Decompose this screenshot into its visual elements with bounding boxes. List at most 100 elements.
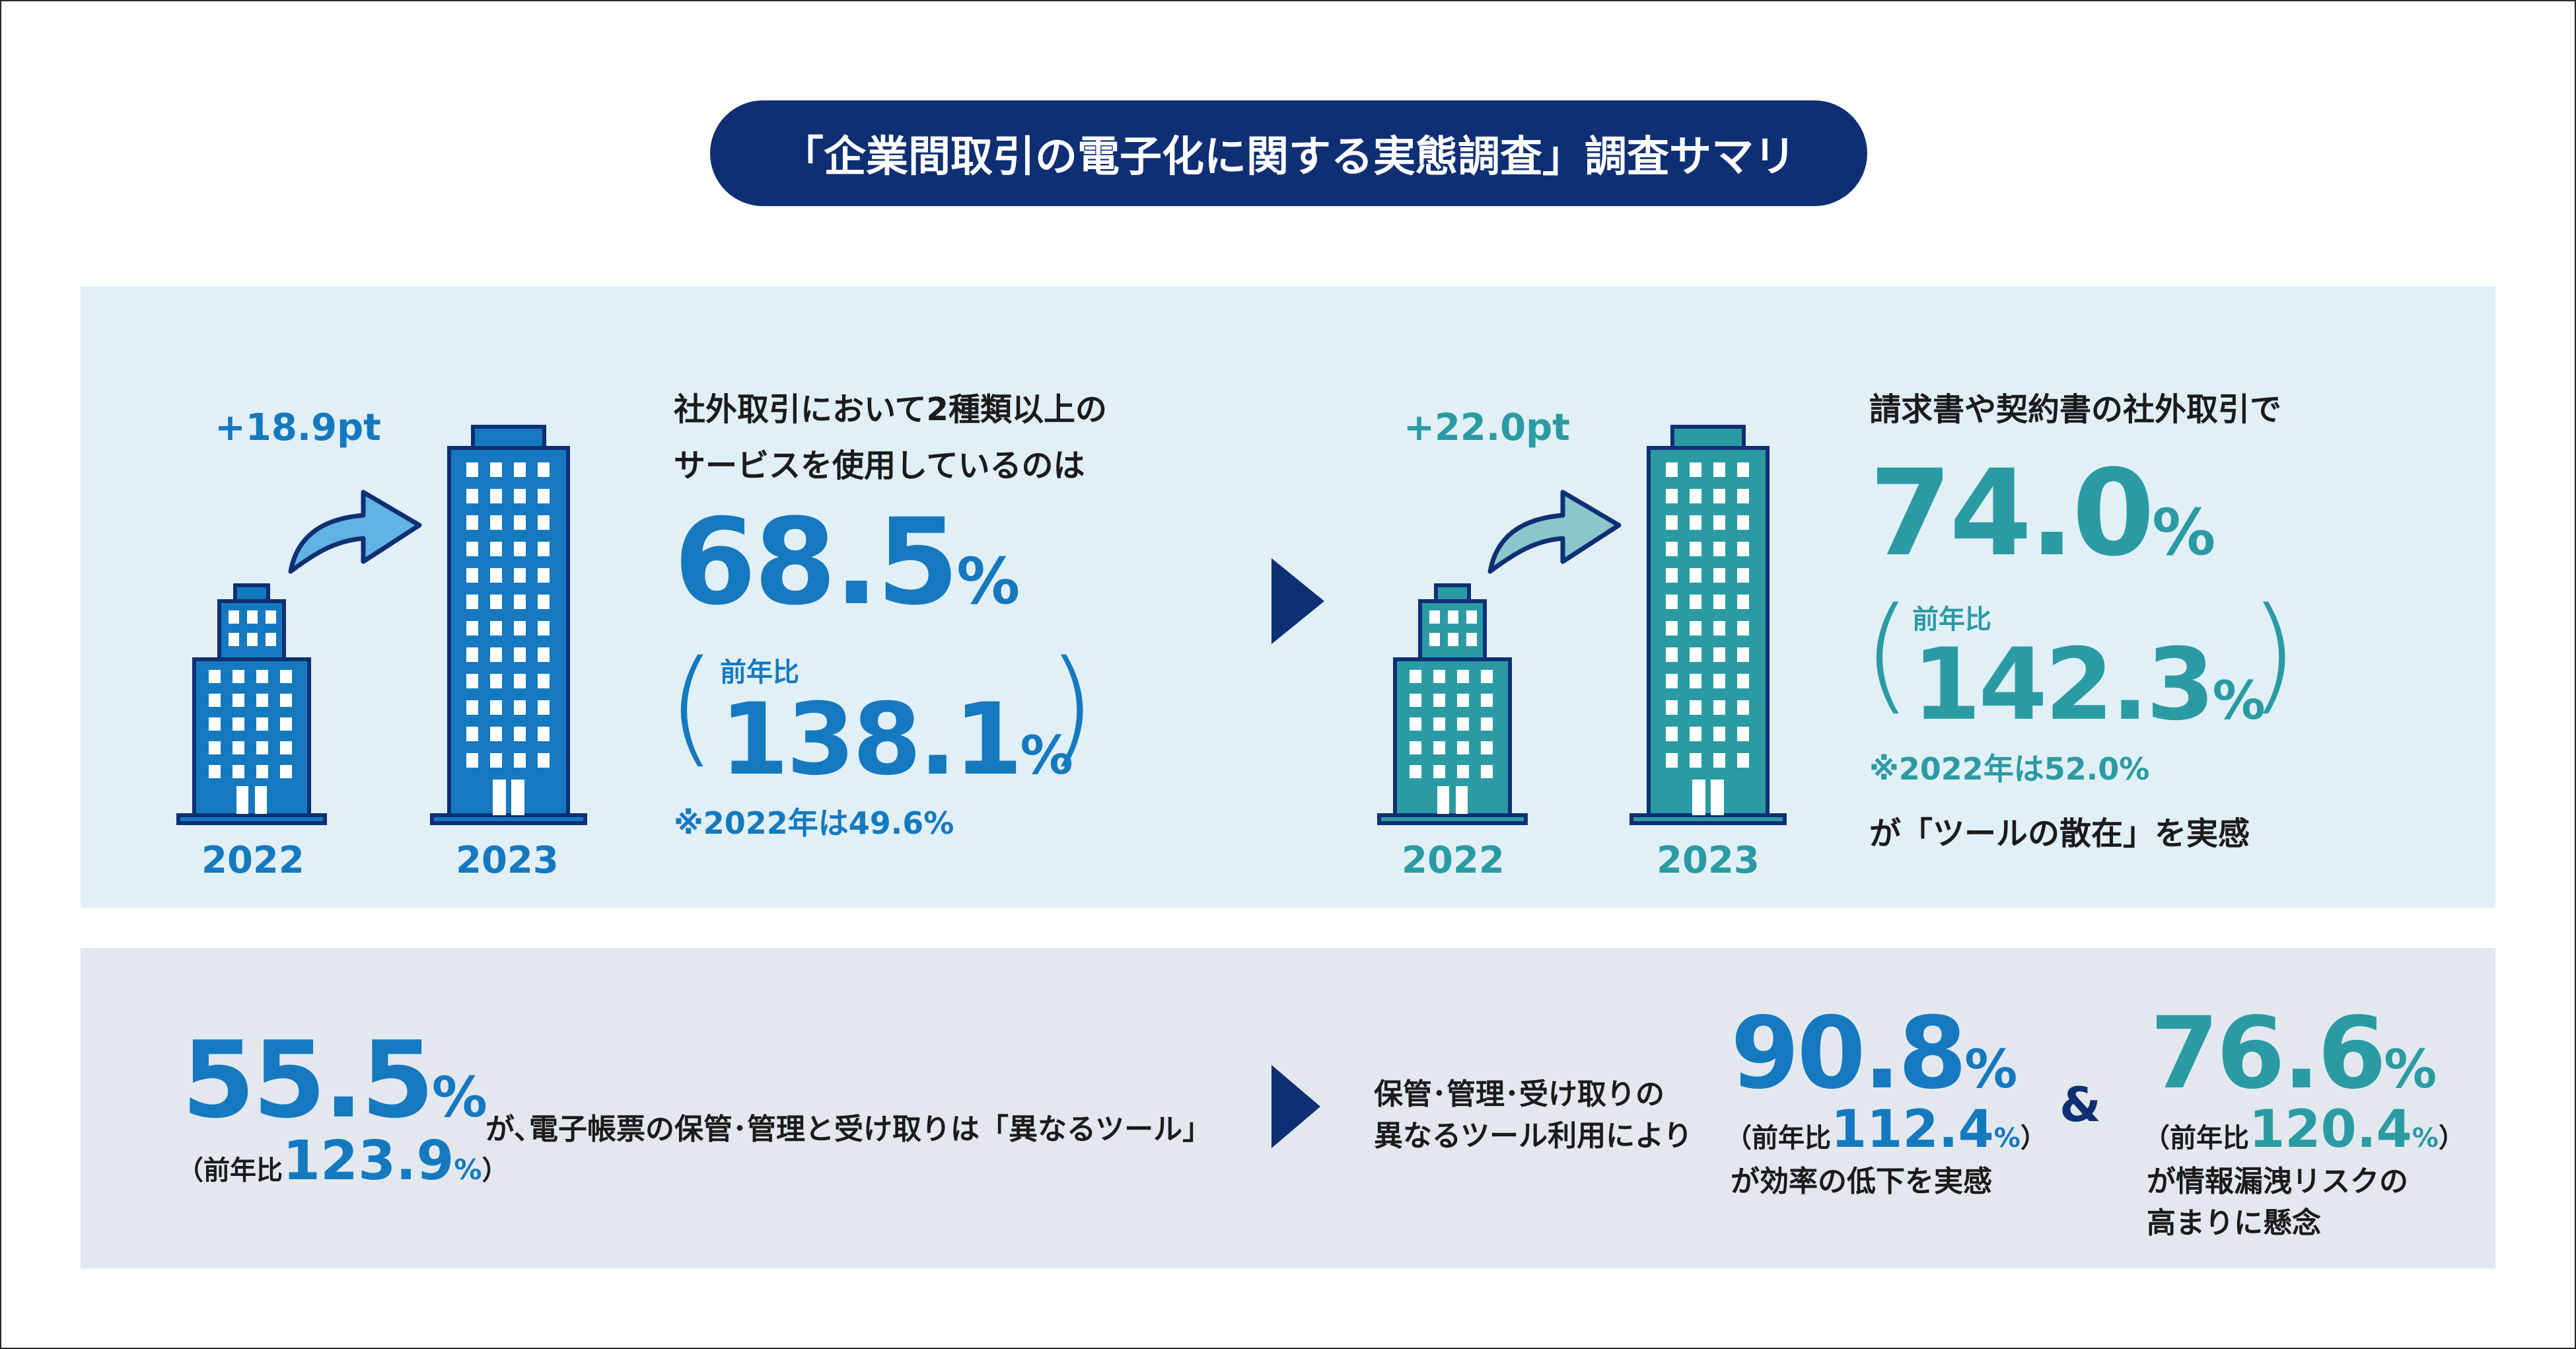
stat2-year-2023: 2023	[1657, 839, 1760, 882]
building-window	[256, 717, 268, 731]
building-window	[466, 700, 478, 715]
building-window	[1713, 595, 1725, 609]
building-window	[236, 786, 248, 814]
building-window	[1481, 741, 1493, 754]
building-window	[247, 633, 258, 646]
ampersand: &	[2059, 1077, 2101, 1132]
building-window	[490, 727, 502, 741]
building-window	[1690, 515, 1701, 530]
building-window	[280, 670, 292, 683]
result1-number: 90.8	[1731, 996, 1967, 1111]
building-window	[1466, 633, 1477, 646]
building-window	[538, 595, 550, 609]
building-window	[233, 670, 244, 683]
building-window	[1690, 700, 1701, 715]
result2-yoy-number: 120.4	[2249, 1100, 2412, 1159]
building-window	[1690, 753, 1701, 768]
building-window	[1457, 670, 1469, 683]
building-window	[514, 621, 526, 636]
building-window	[466, 568, 478, 583]
stat1-yoy-unit: %	[1020, 725, 1073, 786]
building-window	[514, 727, 526, 741]
building-tall-icon	[1629, 425, 1787, 825]
building-window	[247, 610, 258, 624]
building-window	[466, 542, 478, 556]
building-window	[256, 765, 268, 778]
building-window	[1410, 765, 1421, 778]
building-window	[1448, 610, 1458, 624]
building-window	[514, 674, 526, 688]
stat2-yoy-unit: %	[2212, 670, 2265, 731]
building-window	[1690, 568, 1701, 583]
building-window	[490, 647, 502, 662]
page-title: 「企業間取引の電子化に関する実態調査」調査サマリ	[710, 100, 1867, 206]
stat1-pt-change: +18.9pt	[215, 406, 381, 449]
building-window	[1481, 670, 1493, 683]
building-small-icon	[1377, 583, 1528, 825]
building-window	[514, 753, 526, 768]
building-window	[466, 595, 478, 609]
building-window	[466, 621, 478, 636]
stat2-paren-open: (	[1863, 581, 1912, 727]
bottom-stat-yoy-unit: %	[454, 1153, 482, 1186]
building-window	[514, 489, 526, 503]
result1-yoy-number: 112.4	[1831, 1100, 1994, 1159]
building-window	[1692, 780, 1705, 815]
building-window	[1713, 621, 1725, 636]
stat1-yoy-number: 138.1	[720, 682, 1022, 797]
building-window	[1690, 674, 1701, 688]
bottom-stat-yoy-number: 123.9	[283, 1130, 454, 1192]
building-window	[1433, 741, 1445, 754]
building-window	[1711, 780, 1724, 815]
stat2-pt-change: +22.0pt	[1404, 406, 1570, 449]
building-window	[514, 647, 526, 662]
building-window	[490, 700, 502, 715]
building-window	[1448, 633, 1458, 646]
building-window	[1433, 670, 1445, 683]
building-window	[255, 786, 267, 814]
stat1-year-2023: 2023	[456, 839, 559, 882]
stat2-value-number: 74.0	[1869, 445, 2155, 583]
building-window	[1737, 674, 1749, 688]
building-window	[1481, 765, 1493, 778]
building-window	[1666, 621, 1678, 636]
bottom-stat-unit: %	[431, 1065, 487, 1130]
building-window	[1690, 647, 1701, 662]
building-window	[490, 568, 502, 583]
building-window	[466, 674, 478, 688]
building-window	[1713, 753, 1725, 768]
building-window	[466, 727, 478, 741]
stat1-paren-close: )	[1047, 634, 1096, 780]
building-window	[1666, 489, 1678, 503]
building-window	[466, 462, 478, 477]
building-window	[1690, 489, 1701, 503]
building-window	[466, 647, 478, 662]
bottom-mid-line1: 保管･管理･受け取りの	[1374, 1077, 1664, 1111]
building-window	[280, 741, 292, 754]
building-window	[233, 765, 244, 778]
stat1-lead-line1: 社外取引において2種類以上の	[674, 391, 1107, 428]
building-window	[1713, 515, 1725, 530]
building-window	[233, 694, 244, 707]
bottom-stat-text: が､電子帳票の保管･管理と受け取りは「異なるツール」	[485, 1112, 1212, 1146]
building-window	[1737, 462, 1749, 477]
building-window	[1457, 741, 1469, 754]
building-window	[1666, 515, 1678, 530]
building-window	[1429, 610, 1440, 624]
building-window	[538, 727, 550, 741]
building-window	[493, 780, 506, 815]
building-window	[1737, 595, 1749, 609]
building-window	[1690, 727, 1701, 741]
stat1-value: 68.5%	[674, 503, 1020, 622]
building-window	[466, 489, 478, 503]
result1-yoy-unit: %	[1993, 1123, 2021, 1153]
building-window	[514, 542, 526, 556]
building-window	[1713, 727, 1725, 741]
building-window	[1410, 670, 1421, 683]
building-window	[1457, 694, 1469, 707]
stat2-yoy-number: 142.3	[1912, 628, 2215, 743]
building-window	[280, 765, 292, 778]
building-window	[490, 674, 502, 688]
building-window	[266, 610, 276, 624]
